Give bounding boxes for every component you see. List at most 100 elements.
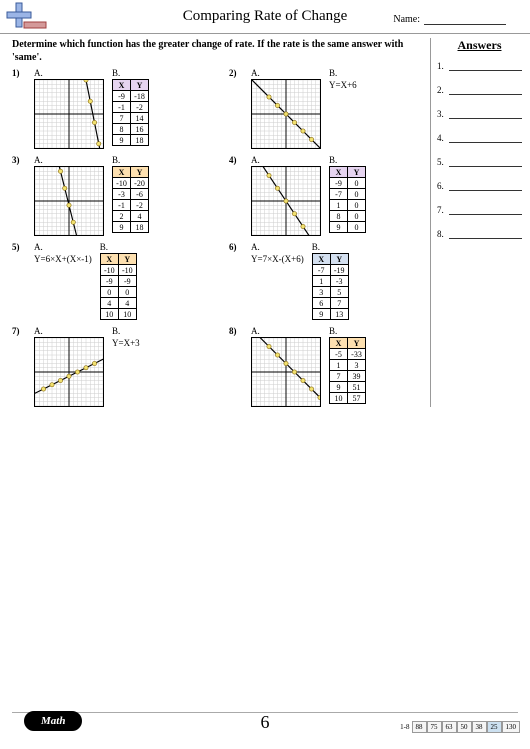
header: Comparing Rate of Change Name: (0, 0, 530, 34)
answer-line[interactable]: 5. (437, 157, 522, 167)
column-b: B. XY -5-33137399511057 (329, 326, 366, 407)
answer-line[interactable]: 3. (437, 109, 522, 119)
col-label: B. (100, 242, 137, 252)
graph (251, 79, 321, 149)
xy-table: XY -7-191-33567913 (312, 253, 349, 320)
column-b: B. Y=X+3 (112, 326, 140, 407)
problem: 5) A. Y=6×X+(X×-1) B. XY -10-10-9-900441… (12, 242, 213, 320)
name-label: Name: (393, 14, 420, 25)
col-label: A. (251, 68, 321, 78)
answer-blank[interactable] (449, 157, 522, 167)
col-label: A. (34, 68, 104, 78)
col-label: A. (34, 242, 92, 252)
col-label: A. (251, 242, 304, 252)
problems-grid: 1) A. B. XY -9-18-1-2714816918 2) A. B. … (12, 68, 430, 407)
answers-title: Answers (437, 38, 522, 53)
score-box: 75 (427, 721, 442, 733)
footer: Math 6 1-8 887563503825130 (0, 713, 530, 733)
graph (34, 166, 104, 236)
footer-score-boxes: 1-8 887563503825130 (400, 723, 520, 731)
page-number: 6 (261, 712, 270, 733)
problem: 4) A. B. XY -90-70108090 (229, 155, 430, 236)
answer-number: 1. (437, 61, 449, 71)
problem-number: 4) (229, 155, 243, 236)
col-label: A. (251, 326, 321, 336)
column-a: A. (251, 68, 321, 149)
column-a: A. (251, 155, 321, 236)
problem: 2) A. B. Y=X+6 (229, 68, 430, 149)
column-a: A. (34, 155, 104, 236)
answer-lines: 1. 2. 3. 4. 5. 6. 7. 8. (437, 61, 522, 239)
page-title: Comparing Rate of Change (10, 8, 520, 25)
answer-line[interactable]: 2. (437, 85, 522, 95)
answer-line[interactable]: 6. (437, 181, 522, 191)
col-label: B. (112, 326, 140, 336)
col-label: B. (329, 326, 366, 336)
instructions: Determine which function has the greater… (12, 38, 430, 64)
col-label: B. (329, 155, 366, 165)
col-label: B. (112, 68, 149, 78)
xy-table: XY -9-18-1-2714816918 (112, 79, 149, 146)
column-b: B. XY -10-10-9-900441010 (100, 242, 137, 320)
column-b: B. XY -9-18-1-2714816918 (112, 68, 149, 149)
answer-line[interactable]: 1. (437, 61, 522, 71)
column-b: B. Y=X+6 (329, 68, 357, 149)
score-box: 88 (412, 721, 427, 733)
answer-number: 6. (437, 181, 449, 191)
answer-number: 3. (437, 109, 449, 119)
answer-line[interactable]: 8. (437, 229, 522, 239)
col-label: B. (112, 155, 149, 165)
content-area: Determine which function has the greater… (0, 34, 530, 407)
problem: 8) A. B. XY -5-33137399511057 (229, 326, 430, 407)
col-label: A. (34, 155, 104, 165)
column-a: A. (34, 68, 104, 149)
column-b: B. XY -7-191-33567913 (312, 242, 349, 320)
score-range: 1-8 (400, 723, 409, 731)
problem-number: 3) (12, 155, 26, 236)
answer-number: 5. (437, 157, 449, 167)
equation: Y=7×X-(X+6) (251, 254, 304, 264)
equation: Y=6×X+(X×-1) (34, 254, 92, 264)
answer-blank[interactable] (449, 133, 522, 143)
problem-number: 6) (229, 242, 243, 320)
equation: Y=X+3 (112, 338, 140, 348)
column-b: B. XY -90-70108090 (329, 155, 366, 236)
problem: 3) A. B. XY -10-20-3-6-1-224918 (12, 155, 213, 236)
logo-icon (2, 0, 48, 34)
answer-number: 4. (437, 133, 449, 143)
column-a: A. Y=6×X+(X×-1) (34, 242, 92, 320)
answer-line[interactable]: 4. (437, 133, 522, 143)
column-a: A. (34, 326, 104, 407)
answer-number: 2. (437, 85, 449, 95)
answer-blank[interactable] (449, 205, 522, 215)
answer-blank[interactable] (449, 61, 522, 71)
score-box: 130 (502, 721, 521, 733)
graph (34, 79, 104, 149)
xy-table: XY -10-20-3-6-1-224918 (112, 166, 149, 233)
answer-line[interactable]: 7. (437, 205, 522, 215)
math-badge: Math (24, 711, 82, 731)
column-a: A. (251, 326, 321, 407)
xy-table: XY -10-10-9-900441010 (100, 253, 137, 320)
problem: 1) A. B. XY -9-18-1-2714816918 (12, 68, 213, 149)
col-label: B. (329, 68, 357, 78)
graph (251, 337, 321, 407)
col-label: A. (34, 326, 104, 336)
problem-number: 2) (229, 68, 243, 149)
problem-number: 8) (229, 326, 243, 407)
main-column: Determine which function has the greater… (12, 38, 430, 407)
answer-blank[interactable] (449, 229, 522, 239)
name-input-line[interactable] (424, 24, 506, 25)
answer-number: 7. (437, 205, 449, 215)
problem-number: 7) (12, 326, 26, 407)
answer-blank[interactable] (449, 109, 522, 119)
score-box: 38 (472, 721, 487, 733)
answer-blank[interactable] (449, 85, 522, 95)
answer-blank[interactable] (449, 181, 522, 191)
graph (34, 337, 104, 407)
problem-number: 5) (12, 242, 26, 320)
problem-number: 1) (12, 68, 26, 149)
problem: 7) A. B. Y=X+3 (12, 326, 213, 407)
score-box: 63 (442, 721, 457, 733)
col-label: A. (251, 155, 321, 165)
